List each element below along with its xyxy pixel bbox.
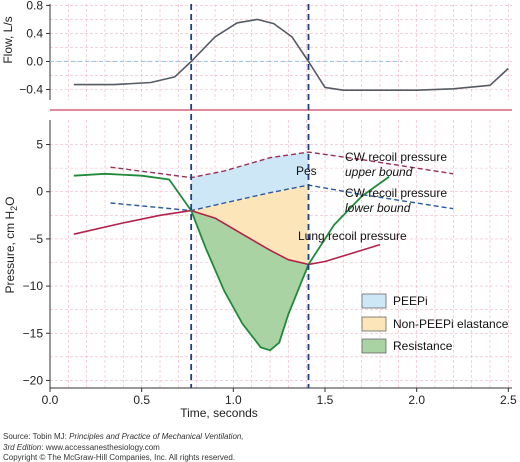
pressure-y-tick-label: −20 <box>23 373 44 387</box>
peepi-area <box>191 152 309 211</box>
flow-series-line <box>73 18 509 91</box>
source-credit: Source: Tobin MJ: Principles and Practic… <box>3 432 244 441</box>
x-tick-label: 1.0 <box>225 393 242 407</box>
x-axis-label: Time, seconds <box>180 406 258 420</box>
cw-upper-label-1: CW recoil pressure <box>345 150 447 164</box>
flow-grid <box>49 4 512 100</box>
cw-lower-label-2: lower bound <box>345 201 411 215</box>
source-title: Principles and Practice of Mechanical Ve… <box>69 432 244 441</box>
x-tick-label: 2.0 <box>408 393 425 407</box>
pressure-axes: 5 0 −5 −10 −15 −20 0.0 0.5 1.0 1.5 2.0 2.5 <box>23 120 517 407</box>
pes-label: Pes <box>296 164 317 178</box>
pressure-y-tick-label: 5 <box>36 138 43 152</box>
x-tick-label: 0.0 <box>42 393 59 407</box>
x-tick-label: 0.5 <box>133 393 150 407</box>
source-edition: 3rd Edition <box>3 443 42 452</box>
legend: PEEPi Non-PEEPi elastance Resistance <box>361 293 509 354</box>
flow-y-tick-label: −0.4 <box>19 82 43 96</box>
resistance-area <box>191 210 309 350</box>
legend-label-elastance: Non-PEEPi elastance <box>393 317 509 331</box>
legend-label-peepi: PEEPi <box>393 294 428 308</box>
flow-y-tick-label: 0.8 <box>26 0 43 12</box>
legend-swatch-resistance <box>361 338 387 354</box>
x-tick-label: 1.5 <box>317 393 334 407</box>
legend-swatch-peepi <box>361 293 387 309</box>
flow-y-tick-label: 0.4 <box>26 26 43 40</box>
pes-line <box>73 172 390 352</box>
elastance-area <box>191 185 309 265</box>
lung-label: Lung recoil pressure <box>298 229 407 243</box>
pressure-y-tick-label: −10 <box>23 279 44 293</box>
source-credit-line2: 3rd Edition: www.accessanesthesiology.co… <box>3 443 160 452</box>
cw-upper-label-2: upper bound <box>345 165 413 179</box>
flow-lines <box>50 18 509 91</box>
legend-swatch-elastance <box>361 316 387 332</box>
cursor-lines <box>190 4 310 388</box>
flow-axes: 0.8 0.4 0.0 −0.4 <box>19 0 51 100</box>
pressure-y-tick-label: 0 <box>36 185 43 199</box>
pressure-y-tick-label: −15 <box>23 326 44 340</box>
pressure-fills <box>191 152 309 350</box>
copyright: Copyright © The McGraw-Hill Companies, I… <box>3 453 236 462</box>
cw-lower-label-1: CW recoil pressure <box>345 186 447 200</box>
flow-y-tick-label: 0.0 <box>26 54 43 68</box>
lung-recoil-line <box>73 209 381 266</box>
flow-ylabel: Flow, L/s <box>1 16 15 63</box>
pressure-y-tick-label: −5 <box>29 232 43 246</box>
source-url: : www.accessanesthesiology.com <box>41 443 160 452</box>
legend-label-resistance: Resistance <box>393 339 453 353</box>
x-tick-label: 2.5 <box>500 393 517 407</box>
source-prefix: Source: Tobin MJ: <box>3 432 70 441</box>
pressure-ylabel: Pressure, cm H2O <box>3 196 19 293</box>
